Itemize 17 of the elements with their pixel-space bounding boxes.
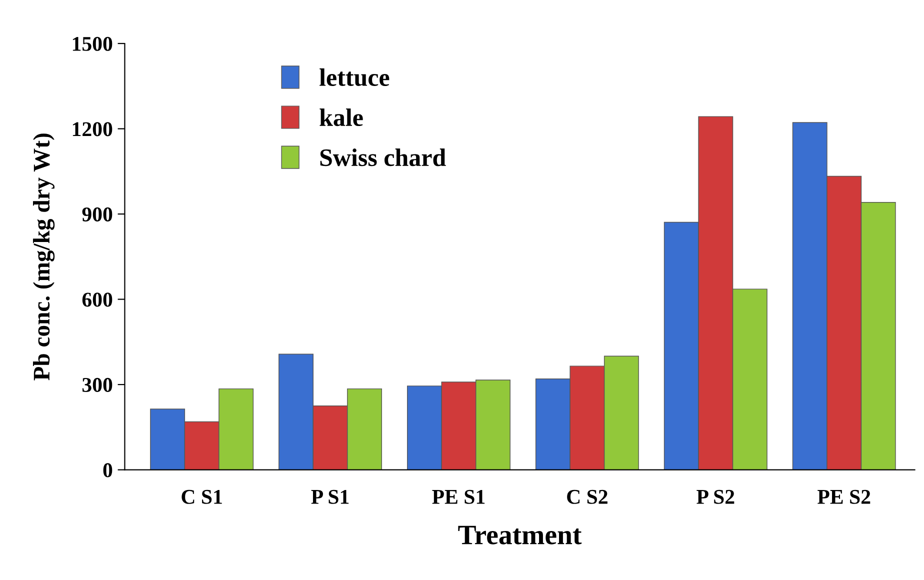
y-tick-label: 900 (82, 207, 112, 222)
y-tick-label: 1500 (72, 36, 112, 51)
legend-label: Swiss chard (320, 148, 446, 166)
y-axis-title: Pb conc. (mg/kg dry Wt) (33, 134, 55, 380)
x-tick-label: P S2 (696, 490, 734, 504)
y-tick-label: 0 (103, 463, 112, 478)
y-tick-label: 1200 (72, 122, 112, 136)
y-tick-label: 600 (82, 292, 112, 307)
x-tick-label: PE S2 (818, 490, 870, 504)
x-tick-label: C S2 (567, 490, 608, 504)
x-axis-title: Treatment (458, 526, 582, 544)
x-tick-label: PE S1 (432, 490, 485, 504)
x-tick-label: C S1 (182, 490, 222, 504)
x-tick-label: P S1 (311, 490, 349, 504)
legend-label: lettuce (320, 68, 390, 86)
legend-label: kale (320, 108, 363, 126)
y-tick-label: 300 (82, 378, 112, 392)
